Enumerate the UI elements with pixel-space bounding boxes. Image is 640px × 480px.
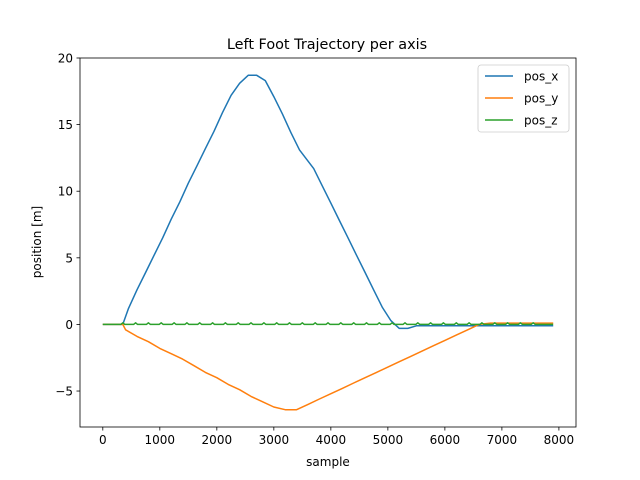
x-tick-label: 6000 bbox=[430, 433, 461, 447]
x-tick-label: 4000 bbox=[316, 433, 347, 447]
x-tick-label: 8000 bbox=[544, 433, 575, 447]
plot-frame bbox=[79, 57, 577, 428]
plot-area bbox=[102, 74, 554, 411]
y-tick-label: 20 bbox=[58, 52, 73, 66]
legend-label-pos-z: pos_z bbox=[524, 114, 558, 128]
series-line-pos-x bbox=[102, 74, 554, 330]
x-tick-label: 0 bbox=[99, 433, 107, 447]
series-line-pos-y bbox=[102, 322, 554, 411]
legend: pos_x pos_y pos_z bbox=[477, 64, 570, 133]
y-tick-label: 10 bbox=[58, 185, 73, 199]
chart-title: Left Foot Trajectory per axis bbox=[227, 37, 427, 53]
y-tick-label: −5 bbox=[55, 385, 73, 399]
x-tick-label: 5000 bbox=[373, 433, 404, 447]
legend-label-pos-y: pos_y bbox=[524, 92, 558, 106]
legend-frame bbox=[477, 64, 570, 133]
x-axis: 0 1000 2000 3000 4000 5000 6000 7000 8000 bbox=[99, 427, 574, 447]
legend-label-pos-x: pos_x bbox=[524, 70, 558, 84]
y-axis-label: position [m] bbox=[30, 206, 44, 278]
x-axis-label: sample bbox=[306, 455, 350, 469]
y-axis: −5 0 5 10 15 20 bbox=[55, 52, 80, 399]
series-line-pos-z bbox=[102, 322, 554, 326]
y-tick-label: 5 bbox=[65, 251, 73, 265]
x-tick-label: 2000 bbox=[202, 433, 233, 447]
x-tick-label: 1000 bbox=[145, 433, 176, 447]
x-tick-label: 3000 bbox=[259, 433, 290, 447]
x-tick-label: 7000 bbox=[487, 433, 518, 447]
y-tick-label: 0 bbox=[65, 318, 73, 332]
y-tick-label: 15 bbox=[58, 118, 73, 132]
